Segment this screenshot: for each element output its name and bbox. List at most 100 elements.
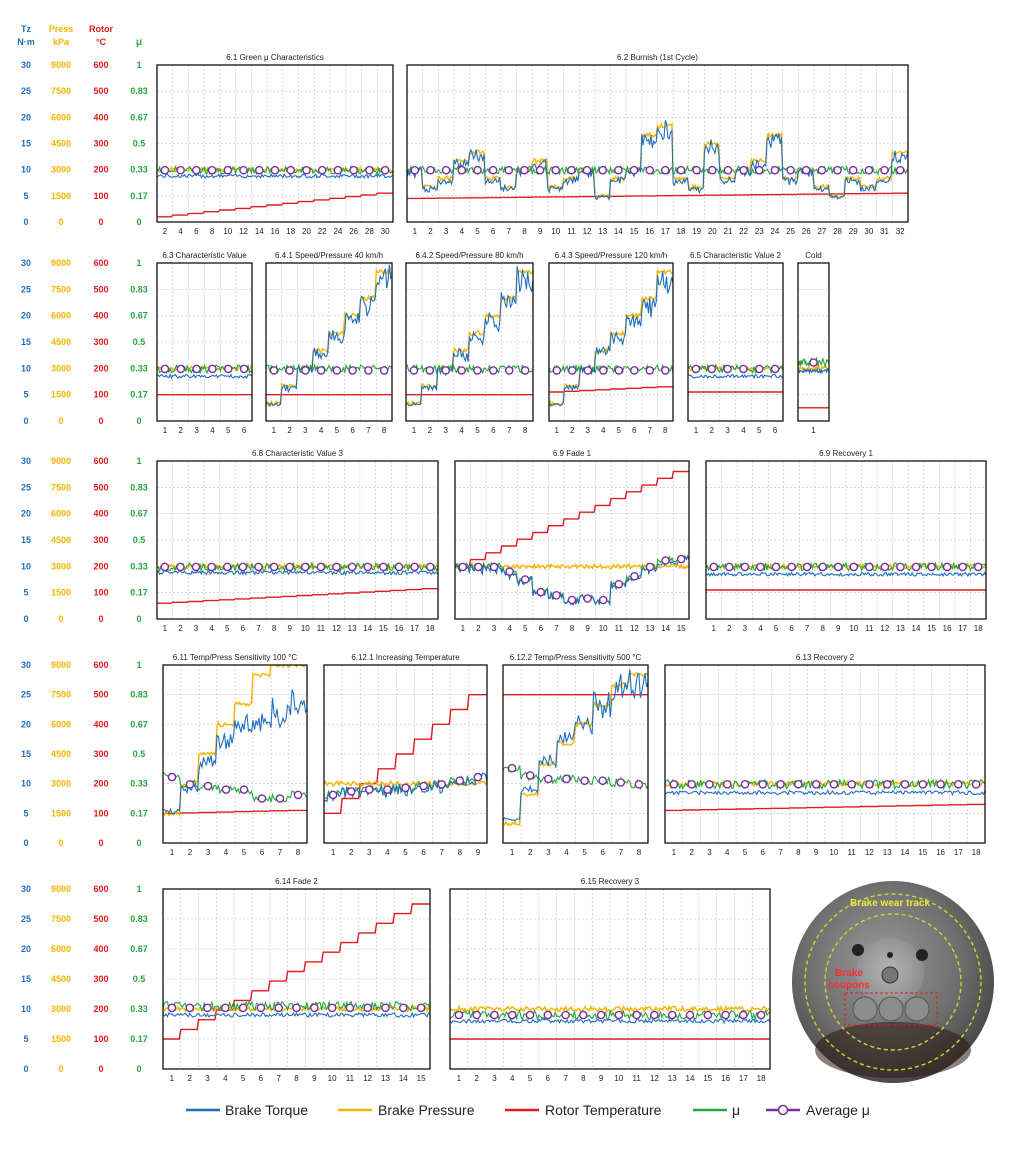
- axis-label-rotor: 100: [93, 808, 108, 818]
- avg-mu-point: [818, 562, 828, 572]
- avg-mu-point: [848, 165, 858, 175]
- axis-label-press: 3000: [51, 561, 71, 571]
- chart-panel: 6.9 Recovery 11 2 3 4 5 6 7 8 9 10 11 12 13 14 15 16 17 1…: [705, 449, 987, 633]
- avg-mu-point: [345, 1003, 355, 1013]
- avg-mu-point: [676, 554, 686, 564]
- axis-label-tz: 30: [21, 258, 31, 268]
- x-tick-label: 4: [385, 848, 390, 857]
- axis-label-mu: 0.67: [130, 944, 148, 954]
- temperature-series: [549, 386, 673, 393]
- x-tick-label: 12: [363, 1074, 372, 1083]
- axis-label-mu: 0: [136, 614, 141, 624]
- x-tick-label: 27: [817, 227, 826, 236]
- x-tick-label: 3: [303, 426, 308, 435]
- axis-label-tz: 15: [21, 535, 31, 545]
- x-tick-label: 6: [194, 227, 199, 236]
- avg-mu-point: [756, 562, 765, 572]
- avg-mu-point: [286, 165, 296, 175]
- axis-label-tz: 25: [21, 284, 31, 294]
- avg-mu-point: [285, 562, 295, 572]
- avg-mu-point: [598, 165, 608, 175]
- avg-mu-point: [562, 774, 571, 784]
- x-tick-label: 5: [403, 848, 408, 857]
- axis-label-tz: 5: [23, 1034, 28, 1044]
- avg-mu-point: [441, 165, 451, 175]
- avg-mu-point: [383, 785, 392, 794]
- chart-panel: 6.8 Characteristic Value 31 2 3 4 5 6 7 8 9 10 11 1…: [156, 449, 439, 633]
- avg-mu-point: [507, 1010, 517, 1020]
- avg-mu-point: [401, 783, 410, 793]
- axis-label-tz: 15: [21, 974, 31, 984]
- avg-mu-point: [567, 595, 577, 605]
- axis-label-press: 7500: [51, 86, 71, 96]
- chart-title: 6.1 Green μ Characteristics: [226, 53, 324, 62]
- avg-mu-point: [160, 562, 170, 572]
- x-tick-label: 8: [796, 848, 801, 857]
- x-tick-label: 5: [523, 624, 528, 633]
- avg-mu-point: [379, 562, 388, 572]
- x-tick-label: 13: [646, 624, 655, 633]
- x-tick-label: 6: [761, 848, 766, 857]
- avg-mu-point: [285, 366, 294, 375]
- x-tick-label: 7: [619, 848, 624, 857]
- avg-mu-point: [535, 165, 545, 175]
- avg-mu-point: [544, 774, 553, 784]
- axis-label-press: 4500: [51, 535, 71, 545]
- avg-mu-point: [936, 780, 945, 789]
- x-tick-label: 3: [725, 426, 730, 435]
- axis-label-press: 1500: [51, 1034, 71, 1044]
- x-tick-label: 4: [319, 426, 324, 435]
- mu-series: [450, 1009, 770, 1022]
- x-tick-label: 6: [242, 426, 247, 435]
- axis-label-press: 0: [58, 1064, 63, 1074]
- x-tick-label: 2: [179, 426, 184, 435]
- x-tick-label: 17: [954, 848, 963, 857]
- x-tick-label: 28: [833, 227, 842, 236]
- x-tick-label: 16: [936, 848, 945, 857]
- hub-hole-top: [887, 952, 893, 958]
- chart-panel: 6.11 Temp/Press Sensitivity 100 °C 1 2 3 4 5 6…: [162, 653, 308, 857]
- chart-title: 6.4.3 Speed/Pressure 120 km/h: [555, 251, 668, 260]
- avg-mu-point: [849, 562, 859, 572]
- x-tick-label: 16: [943, 624, 952, 633]
- avg-mu-point: [833, 165, 842, 175]
- x-tick-label: 30: [864, 227, 873, 236]
- avg-mu-point: [437, 780, 447, 789]
- coupons-label-1: Brake: [835, 968, 863, 979]
- x-tick-label: 2: [570, 426, 575, 435]
- avg-mu-point: [882, 780, 892, 789]
- x-tick-label: 2: [428, 426, 433, 435]
- x-tick-label: 4: [564, 848, 569, 857]
- x-tick-label: 1: [413, 227, 418, 236]
- avg-mu-point: [918, 780, 928, 789]
- axis-label-tz: 10: [21, 363, 31, 373]
- avg-mu-point: [740, 562, 750, 572]
- legend-temperature-label: Rotor Temperature: [545, 1102, 662, 1118]
- x-tick-label: 11: [633, 1074, 642, 1083]
- axis-label-mu: 0.33: [130, 561, 148, 571]
- avg-mu-point: [301, 366, 310, 375]
- x-tick-label: 4: [507, 624, 512, 633]
- x-tick-label: 7: [507, 426, 512, 435]
- axis-label-tz: 10: [21, 165, 31, 175]
- avg-mu-point: [770, 364, 780, 374]
- x-tick-label: 5: [225, 624, 230, 633]
- x-tick-label: 9: [312, 1074, 317, 1083]
- x-tick-label: 18: [972, 848, 981, 857]
- x-tick-label: 8: [272, 624, 277, 633]
- axis-label-tz: 15: [21, 749, 31, 759]
- x-tick-label: 3: [492, 1074, 497, 1083]
- x-tick-label: 7: [805, 624, 810, 633]
- coupon-2: [878, 996, 904, 1022]
- temperature-series: [157, 192, 393, 218]
- axis-label-press: 0: [58, 838, 63, 848]
- avg-mu-point: [488, 165, 498, 175]
- x-tick-label: 17: [661, 227, 670, 236]
- axis-label-rotor: 400: [93, 509, 108, 519]
- avg-mu-point: [721, 1010, 730, 1020]
- avg-mu-point: [191, 165, 201, 175]
- avg-mu-point: [203, 1003, 212, 1013]
- axis-label-rotor: 0: [98, 217, 103, 227]
- avg-mu-point: [316, 366, 326, 375]
